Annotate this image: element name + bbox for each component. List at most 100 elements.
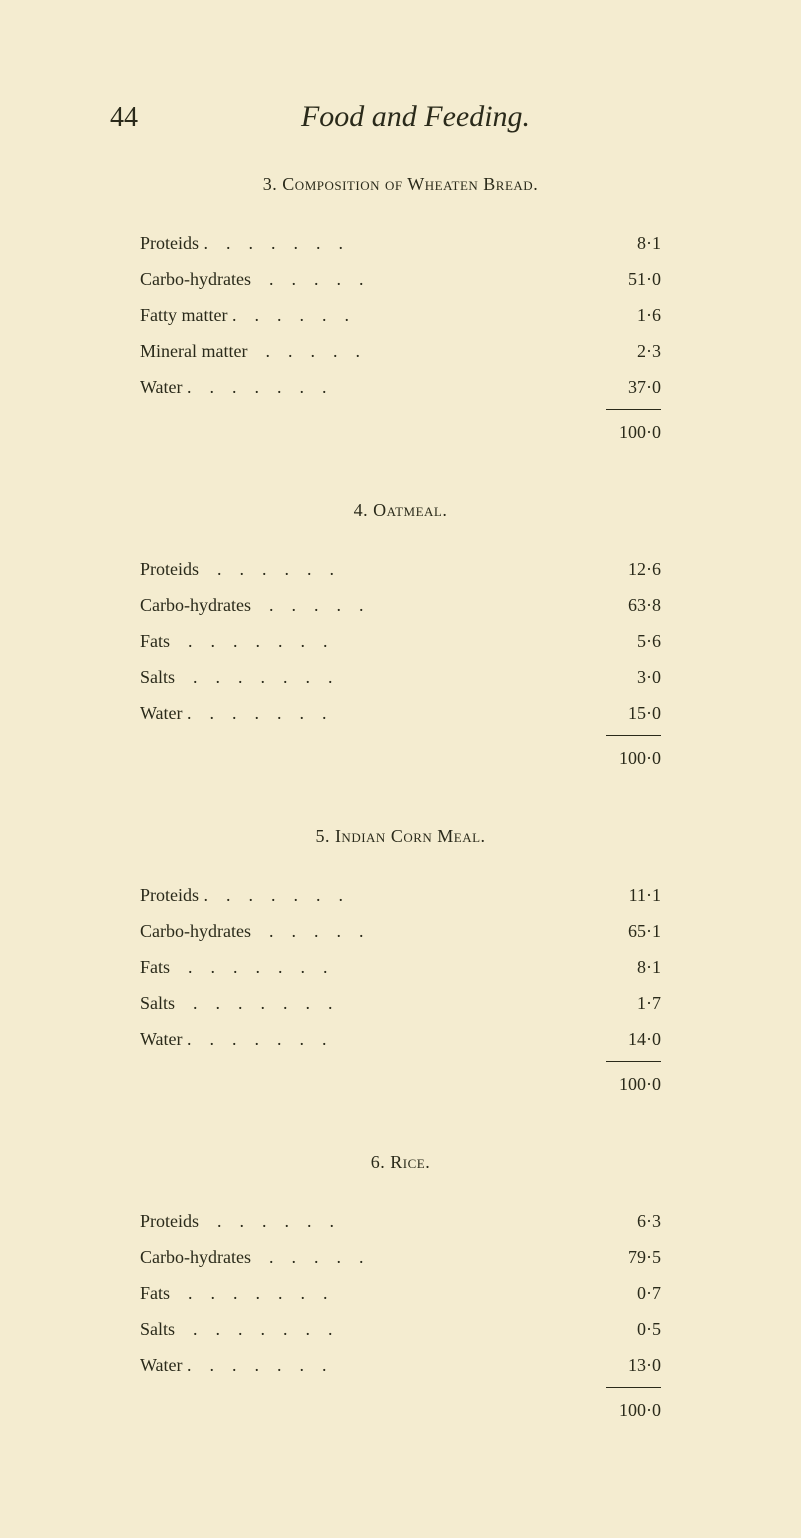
row-dots: ..... [251,587,601,623]
row-dots: ....... [175,985,601,1021]
row-label: Water . [140,1347,192,1383]
row-dots: ....... [170,949,601,985]
row-dots: ...... [192,695,601,731]
row-dots: ..... [236,297,601,333]
total-rule [606,735,661,736]
row-label: Fatty matter . [140,297,236,333]
table-row: Carbo-hydrates ..... 51·0 [140,261,661,297]
row-label: Carbo-hydrates [140,261,251,297]
table-row: Salts ....... 1·7 [140,985,661,1021]
row-dots: ...... [192,369,601,405]
section-wheaten-bread: 3. Composition of Wheaten Bread. Proteid… [110,174,691,450]
row-label: Salts [140,985,175,1021]
row-label: Carbo-hydrates [140,587,251,623]
section-rice: 6. Rice. Proteids ...... 6·3 Carbo-hydra… [110,1152,691,1428]
row-label: Water . [140,369,192,405]
total-row: 100·0 [140,1392,661,1428]
row-label: Proteids [140,551,199,587]
row-label: Mineral matter [140,333,247,369]
row-dots: ...... [208,225,601,261]
total-value: 100·0 [601,414,661,450]
table-row: Proteids . ...... 11·1 [140,877,661,913]
row-dots: ..... [251,913,601,949]
section-heading: 6. Rice. [110,1152,691,1173]
total-row: 100·0 [140,1066,661,1102]
table-row: Salts ....... 0·5 [140,1311,661,1347]
row-dots: ..... [247,333,601,369]
row-dots: ..... [251,261,601,297]
table-row: Water . ...... 13·0 [140,1347,661,1383]
row-dots: ....... [175,659,601,695]
row-label: Fats [140,949,170,985]
row-value: 5·6 [601,623,661,659]
row-dots: ....... [170,1275,601,1311]
row-value: 2·3 [601,333,661,369]
row-dots: ....... [175,1311,601,1347]
row-dots: ...... [192,1347,601,1383]
row-value: 0·5 [601,1311,661,1347]
row-label: Proteids . [140,877,208,913]
table-row: Fats ....... 5·6 [140,623,661,659]
page-container: 44 Food and Feeding. 3. Composition of W… [0,0,801,1538]
row-value: 37·0 [601,369,661,405]
table-row: Water . ...... 14·0 [140,1021,661,1057]
row-label: Carbo-hydrates [140,913,251,949]
total-row: 100·0 [140,414,661,450]
row-value: 13·0 [601,1347,661,1383]
row-value: 14·0 [601,1021,661,1057]
row-label: Fats [140,1275,170,1311]
table-row: Proteids . ...... 8·1 [140,225,661,261]
row-value: 8·1 [601,225,661,261]
total-row: 100·0 [140,740,661,776]
row-label: Proteids . [140,225,208,261]
row-value: 8·1 [601,949,661,985]
page-header: 44 Food and Feeding. [110,100,691,134]
row-value: 15·0 [601,695,661,731]
row-value: 11·1 [601,877,661,913]
row-label: Carbo-hydrates [140,1239,251,1275]
table-row: Carbo-hydrates ..... 79·5 [140,1239,661,1275]
total-value: 100·0 [601,1392,661,1428]
table-row: Proteids ...... 6·3 [140,1203,661,1239]
page-title: Food and Feeding. [140,100,691,134]
row-value: 51·0 [601,261,661,297]
table-row: Water . ...... 15·0 [140,695,661,731]
table-row: Mineral matter ..... 2·3 [140,333,661,369]
total-value: 100·0 [601,740,661,776]
table-row: Water . ...... 37·0 [140,369,661,405]
total-rule [606,1061,661,1062]
section-oatmeal: 4. Oatmeal. Proteids ...... 12·6 Carbo-h… [110,500,691,776]
row-label: Proteids [140,1203,199,1239]
table-row: Carbo-hydrates ..... 65·1 [140,913,661,949]
row-label: Salts [140,1311,175,1347]
row-value: 3·0 [601,659,661,695]
row-dots: ...... [208,877,601,913]
section-heading: 4. Oatmeal. [110,500,691,521]
row-label: Fats [140,623,170,659]
total-rule [606,1387,661,1388]
row-value: 65·1 [601,913,661,949]
row-dots: ...... [199,551,601,587]
row-label: Salts [140,659,175,695]
row-dots: ...... [192,1021,601,1057]
row-value: 79·5 [601,1239,661,1275]
row-value: 1·6 [601,297,661,333]
total-rule [606,409,661,410]
row-dots: ..... [251,1239,601,1275]
table-row: Fatty matter . ..... 1·6 [140,297,661,333]
total-value: 100·0 [601,1066,661,1102]
table-row: Fats ....... 0·7 [140,1275,661,1311]
row-dots: ....... [170,623,601,659]
row-value: 1·7 [601,985,661,1021]
row-label: Water . [140,695,192,731]
section-heading: 5. Indian Corn Meal. [110,826,691,847]
table-row: Fats ....... 8·1 [140,949,661,985]
row-value: 0·7 [601,1275,661,1311]
row-value: 6·3 [601,1203,661,1239]
table-row: Salts ....... 3·0 [140,659,661,695]
table-row: Proteids ...... 12·6 [140,551,661,587]
row-value: 12·6 [601,551,661,587]
section-heading: 3. Composition of Wheaten Bread. [110,174,691,195]
table-row: Carbo-hydrates ..... 63·8 [140,587,661,623]
row-dots: ...... [199,1203,601,1239]
